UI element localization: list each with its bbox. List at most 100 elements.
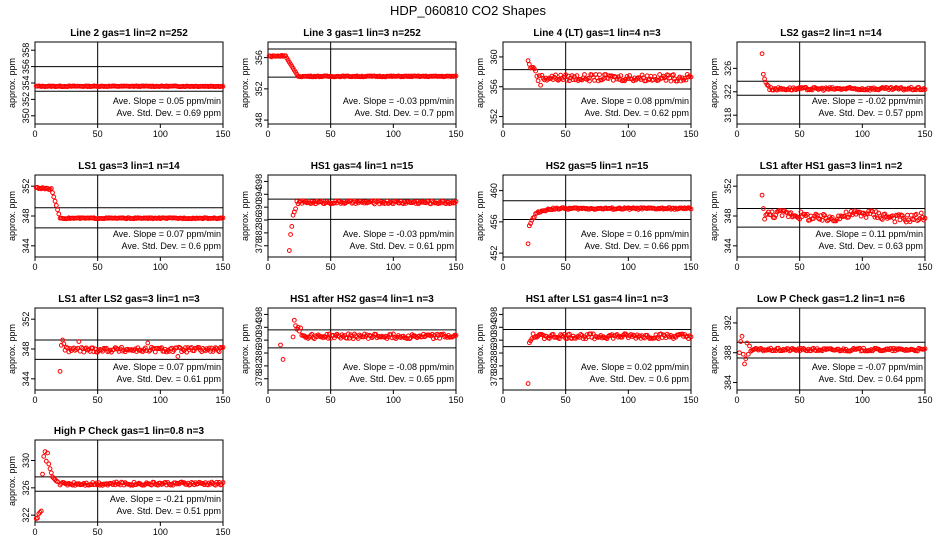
y-tick-label: 348 [254,113,264,128]
data-point [90,345,96,351]
data-point [43,458,49,464]
panel-title: Line 4 (LT) gas=1 lin=4 n=3 [533,28,661,39]
y-tick-label: 378 [254,238,264,253]
x-tick-label: 0 [734,262,739,272]
data-point [299,200,305,206]
std-dev-text: Ave. Std. Dev. = 0.62 ppm [585,108,689,118]
data-point [288,232,293,237]
x-tick-label: 150 [917,395,932,405]
data-point [864,211,870,217]
data-points [278,317,459,362]
data-point [892,219,898,225]
data-point [220,344,226,350]
y-tick-label: 456 [489,214,499,229]
slope-text: Ave. Slope = 0.16 ppm/min [581,229,689,239]
data-point [663,77,669,83]
x-tick-label: 0 [500,129,505,139]
slope-text: Ave. Slope = 0.05 ppm/min [113,96,221,106]
data-point [377,201,382,207]
data-point [47,466,53,472]
data-point [819,217,825,223]
y-tick-label: 350 [21,108,31,123]
data-point [48,470,54,476]
data-point [683,77,689,83]
data-point [216,349,222,355]
data-point [772,215,777,221]
y-tick-label: 356 [21,59,31,74]
x-tick-label: 100 [153,527,168,537]
data-point [220,480,226,485]
data-point [793,87,799,93]
x-tick-label: 150 [917,129,932,139]
data-point [220,215,226,221]
data-point [748,348,754,354]
data-point [774,87,780,93]
y-tick-label: 382 [254,358,264,373]
data-point [145,340,151,346]
data-point [553,72,559,78]
data-point [739,333,745,339]
data-point [917,216,923,221]
data-point [362,331,367,337]
data-point [900,213,905,219]
x-tick-label: 50 [93,527,103,537]
panel-title: Low P Check gas=1.2 lin=1 n=6 [757,294,905,305]
panel-7: HS2 gas=5 lin=1 n=15 0 50 100 150 452 456 460 ap… [475,161,699,272]
data-point [582,72,587,77]
y-axis-label: approx. ppm [240,58,250,108]
data-points [737,333,928,367]
data-point [688,74,694,80]
y-tick-label: 352 [21,179,31,194]
y-tick-label: 318 [723,108,733,123]
panel-title: Line 3 gas=1 lin=3 n=252 [303,28,421,39]
data-point [744,340,750,346]
data-points [286,198,459,253]
x-tick-label: 50 [326,262,336,272]
data-point [688,334,694,340]
data-point [76,339,82,344]
panel-4: LS2 gas=2 lin=1 n=14 0 50 100 150 318 322 326 ap… [709,28,933,139]
data-point [536,73,542,79]
data-point [557,336,562,342]
data-point [671,72,676,78]
panel-5: LS1 gas=3 lin=1 n=14 0 50 100 150 344 348 352 ap… [7,161,231,272]
y-tick-label: 394 [254,187,264,202]
data-point [46,461,52,467]
x-tick-label: 100 [153,262,168,272]
x-tick-label: 150 [448,129,463,139]
data-point [369,335,375,341]
data-point [677,74,683,80]
panel-title: Line 2 gas=1 lin=2 n=252 [70,28,188,39]
data-point [569,73,575,78]
data-point [610,335,616,341]
data-point [759,192,765,198]
data-point [643,78,649,84]
data-point [291,317,297,323]
std-dev-text: Ave. Std. Dev. = 0.64 ppm [819,374,923,384]
data-point [918,210,924,216]
data-point [350,336,356,342]
panel-13: High P Check gas=1 lin=0.8 n=3 0 50 100 150 3… [7,426,231,537]
y-axis-label: approx. ppm [7,456,17,506]
data-point [55,207,60,213]
x-tick-label: 0 [32,527,37,537]
data-point [779,213,785,219]
data-point [598,333,604,338]
panel-title: HS1 after HS2 gas=4 lin=1 n=3 [290,294,434,305]
x-tick-label: 0 [32,395,37,405]
x-tick-label: 100 [855,129,870,139]
data-point [286,248,292,253]
data-point [429,331,435,337]
data-point [345,331,351,337]
data-point [916,217,922,223]
data-point [183,345,188,351]
slope-text: Ave. Slope = -0.03 ppm/min [343,96,454,106]
y-tick-label: 386 [254,213,264,228]
data-point [804,212,810,217]
data-point [738,339,744,344]
data-point [525,381,531,386]
y-tick-label: 382 [254,225,264,240]
y-tick-label: 390 [254,333,264,348]
